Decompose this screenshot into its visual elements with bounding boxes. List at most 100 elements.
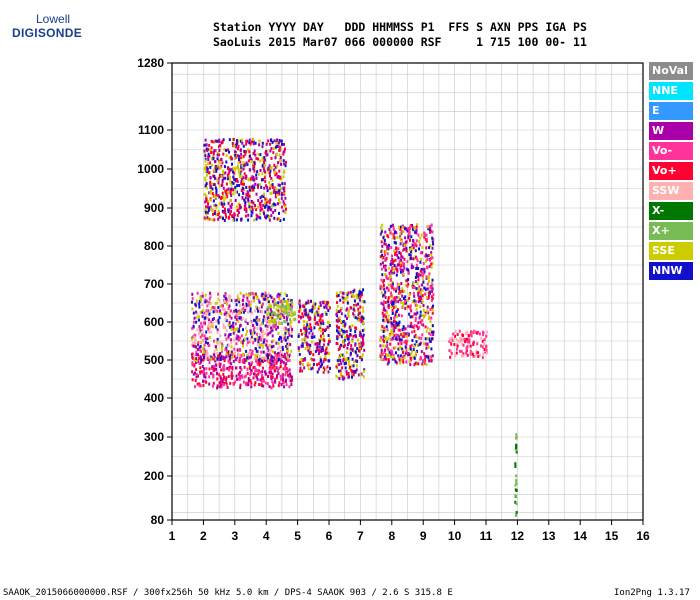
data-point bbox=[456, 332, 459, 336]
data-point bbox=[424, 288, 427, 292]
data-point bbox=[232, 144, 235, 148]
data-point bbox=[230, 324, 233, 328]
data-point bbox=[340, 312, 343, 316]
data-point bbox=[256, 326, 259, 330]
data-point bbox=[407, 282, 410, 286]
data-point bbox=[380, 357, 383, 361]
data-point bbox=[239, 156, 242, 160]
data-point bbox=[409, 344, 412, 348]
data-point bbox=[387, 360, 390, 364]
data-point bbox=[395, 289, 397, 293]
data-point bbox=[348, 335, 351, 339]
data-point bbox=[328, 339, 330, 343]
data-point bbox=[515, 443, 518, 447]
data-point bbox=[212, 381, 215, 385]
data-point bbox=[285, 207, 287, 211]
data-point bbox=[461, 339, 464, 343]
data-point bbox=[232, 359, 235, 363]
data-point bbox=[270, 326, 272, 330]
data-point bbox=[322, 301, 325, 305]
data-point bbox=[283, 337, 286, 341]
data-point bbox=[388, 227, 391, 231]
data-point bbox=[227, 307, 230, 310]
data-point bbox=[380, 240, 383, 244]
data-point bbox=[207, 208, 210, 212]
data-point bbox=[351, 324, 354, 328]
data-point bbox=[206, 357, 209, 361]
data-point bbox=[266, 344, 269, 348]
data-point bbox=[211, 163, 214, 167]
data-point bbox=[241, 164, 244, 168]
data-point bbox=[229, 179, 232, 183]
data-point bbox=[240, 180, 243, 184]
data-point bbox=[291, 305, 293, 309]
data-point bbox=[309, 363, 311, 367]
data-point bbox=[268, 385, 271, 389]
data-point bbox=[356, 364, 358, 368]
data-point bbox=[324, 351, 327, 355]
data-point bbox=[252, 296, 255, 300]
data-point bbox=[210, 139, 213, 143]
data-point bbox=[262, 379, 265, 383]
data-point bbox=[228, 296, 231, 300]
data-point bbox=[426, 287, 429, 291]
data-point bbox=[354, 330, 357, 334]
data-point bbox=[395, 361, 398, 365]
data-point bbox=[201, 365, 204, 368]
data-point bbox=[462, 343, 465, 347]
data-point bbox=[202, 350, 205, 354]
data-point bbox=[305, 301, 308, 305]
data-point bbox=[204, 159, 207, 163]
data-point bbox=[220, 184, 223, 187]
data-point bbox=[469, 352, 472, 356]
data-point bbox=[418, 336, 421, 340]
data-point bbox=[245, 343, 248, 347]
data-point bbox=[232, 167, 234, 171]
data-point bbox=[241, 182, 244, 186]
data-point bbox=[225, 319, 228, 323]
data-point bbox=[230, 298, 233, 302]
legend-item-sse: SSE bbox=[649, 242, 693, 260]
data-point bbox=[401, 332, 404, 336]
data-point bbox=[412, 239, 415, 243]
data-point bbox=[385, 311, 388, 315]
data-point bbox=[198, 315, 200, 319]
data-point bbox=[284, 304, 287, 308]
data-point bbox=[411, 339, 414, 342]
data-point bbox=[249, 366, 251, 370]
data-point bbox=[384, 290, 387, 294]
data-point bbox=[203, 311, 206, 315]
data-point bbox=[485, 344, 488, 348]
data-point bbox=[413, 243, 416, 247]
data-point bbox=[221, 379, 224, 383]
data-point bbox=[234, 351, 236, 355]
data-point bbox=[205, 143, 208, 147]
data-point bbox=[329, 366, 331, 370]
data-point bbox=[263, 212, 266, 216]
data-point bbox=[220, 377, 223, 381]
data-point bbox=[420, 336, 423, 340]
data-point bbox=[414, 280, 417, 283]
data-point bbox=[410, 263, 413, 267]
data-point bbox=[417, 296, 420, 300]
data-point bbox=[319, 301, 322, 305]
data-point bbox=[249, 369, 252, 373]
data-point bbox=[314, 318, 316, 322]
data-point bbox=[280, 359, 282, 363]
data-point bbox=[420, 267, 423, 271]
data-point bbox=[259, 343, 261, 347]
data-point bbox=[285, 330, 288, 334]
data-point bbox=[275, 366, 278, 370]
data-point bbox=[245, 349, 248, 353]
data-point bbox=[282, 355, 285, 358]
data-point bbox=[204, 169, 207, 173]
data-point bbox=[310, 299, 312, 303]
data-point bbox=[237, 327, 240, 331]
data-point bbox=[395, 231, 398, 235]
data-point bbox=[362, 321, 365, 325]
data-point bbox=[205, 199, 208, 203]
data-point bbox=[228, 294, 231, 298]
data-point bbox=[393, 320, 396, 323]
data-point bbox=[454, 334, 457, 338]
data-point bbox=[359, 292, 362, 296]
